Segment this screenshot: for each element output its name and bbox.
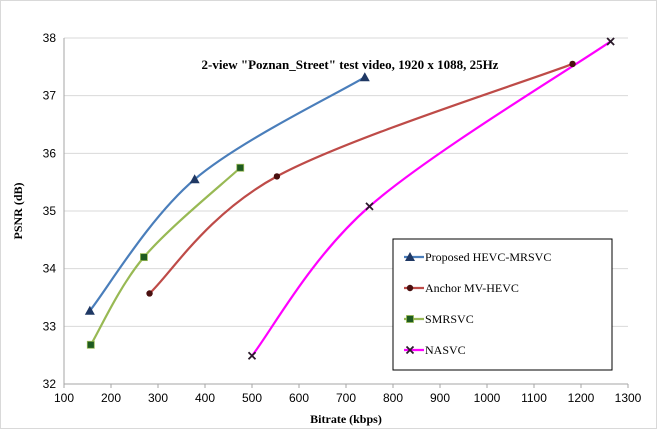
- data-point-series-3: [247, 351, 257, 360]
- series-lines: [88, 40, 612, 357]
- legend-label-0: Proposed HEVC-MRSVC: [425, 250, 551, 264]
- x-tick-label: 800: [383, 391, 403, 405]
- data-point-series-2: [86, 340, 95, 349]
- x-marker-stroke: [247, 351, 257, 360]
- x-tick-label: 1200: [568, 391, 595, 405]
- x-tick-label: 700: [336, 391, 356, 405]
- legend-marker-3: [405, 345, 415, 355]
- x-tick-label: 100: [54, 391, 74, 405]
- x-tick-label: 1100: [521, 391, 547, 405]
- x-marker-stroke: [405, 345, 415, 355]
- legend-label-1: Anchor MV-HEVC: [425, 281, 519, 295]
- x-tick-label: 400: [195, 391, 215, 405]
- legend-box: [392, 238, 613, 371]
- data-point-series-2: [236, 163, 245, 172]
- data-point-series-1: [273, 173, 281, 180]
- legend-marker-2: [406, 315, 414, 323]
- data-point-series-3: [365, 202, 374, 211]
- y-tick-label: 33: [43, 319, 57, 333]
- legend-marker-0: [405, 252, 415, 261]
- series-markers: [84, 37, 615, 360]
- series-line-3: [251, 40, 612, 357]
- y-tick-label: 37: [43, 89, 57, 103]
- x-tick-label: 300: [148, 391, 168, 405]
- legend-marker-1: [406, 284, 414, 292]
- x-marker-stroke: [365, 202, 374, 211]
- y-axis-title: PSNR (dB): [11, 182, 25, 239]
- x-tick-label: 200: [101, 391, 121, 405]
- axes: [63, 38, 629, 388]
- y-tick-label: 32: [43, 377, 57, 391]
- data-point-series-0: [189, 174, 200, 184]
- x-tick-label: 500: [242, 391, 262, 405]
- y-tick-label: 35: [43, 204, 57, 218]
- x-tick-label: 1000: [474, 391, 501, 405]
- x-tick-label: 600: [289, 391, 309, 405]
- data-point-series-1: [569, 60, 576, 68]
- data-point-series-2: [139, 253, 148, 262]
- legend: Proposed HEVC-MRSVC Anchor MV-HEVC SMRSVC N…: [392, 238, 613, 371]
- x-tick-label: 900: [430, 391, 450, 405]
- legend-label-2: SMRSVC: [425, 312, 474, 326]
- y-tick-label: 38: [43, 31, 57, 45]
- x-marker-stroke: [606, 37, 615, 46]
- y-tick-labels: 32 33 34 35 36 37 38: [43, 31, 57, 391]
- y-tick-label: 34: [43, 262, 57, 276]
- data-point-series-0: [84, 305, 95, 315]
- x-tick-label: 1300: [615, 391, 642, 405]
- data-point-series-3: [606, 37, 615, 46]
- data-point-series-1: [146, 290, 153, 297]
- data-point-series-0: [359, 72, 370, 82]
- series-line-1: [148, 62, 573, 295]
- chart-title: 2-view "Poznan_Street" test video, 1920 …: [202, 57, 499, 72]
- x-tick-labels: 100 200 300 400 500 600 700 800 900 1000 1100 1200 1…: [54, 391, 642, 405]
- legend-label-3: NASVC: [425, 343, 466, 357]
- x-axis-title: Bitrate (kbps): [310, 412, 382, 426]
- y-tick-label: 36: [43, 146, 57, 160]
